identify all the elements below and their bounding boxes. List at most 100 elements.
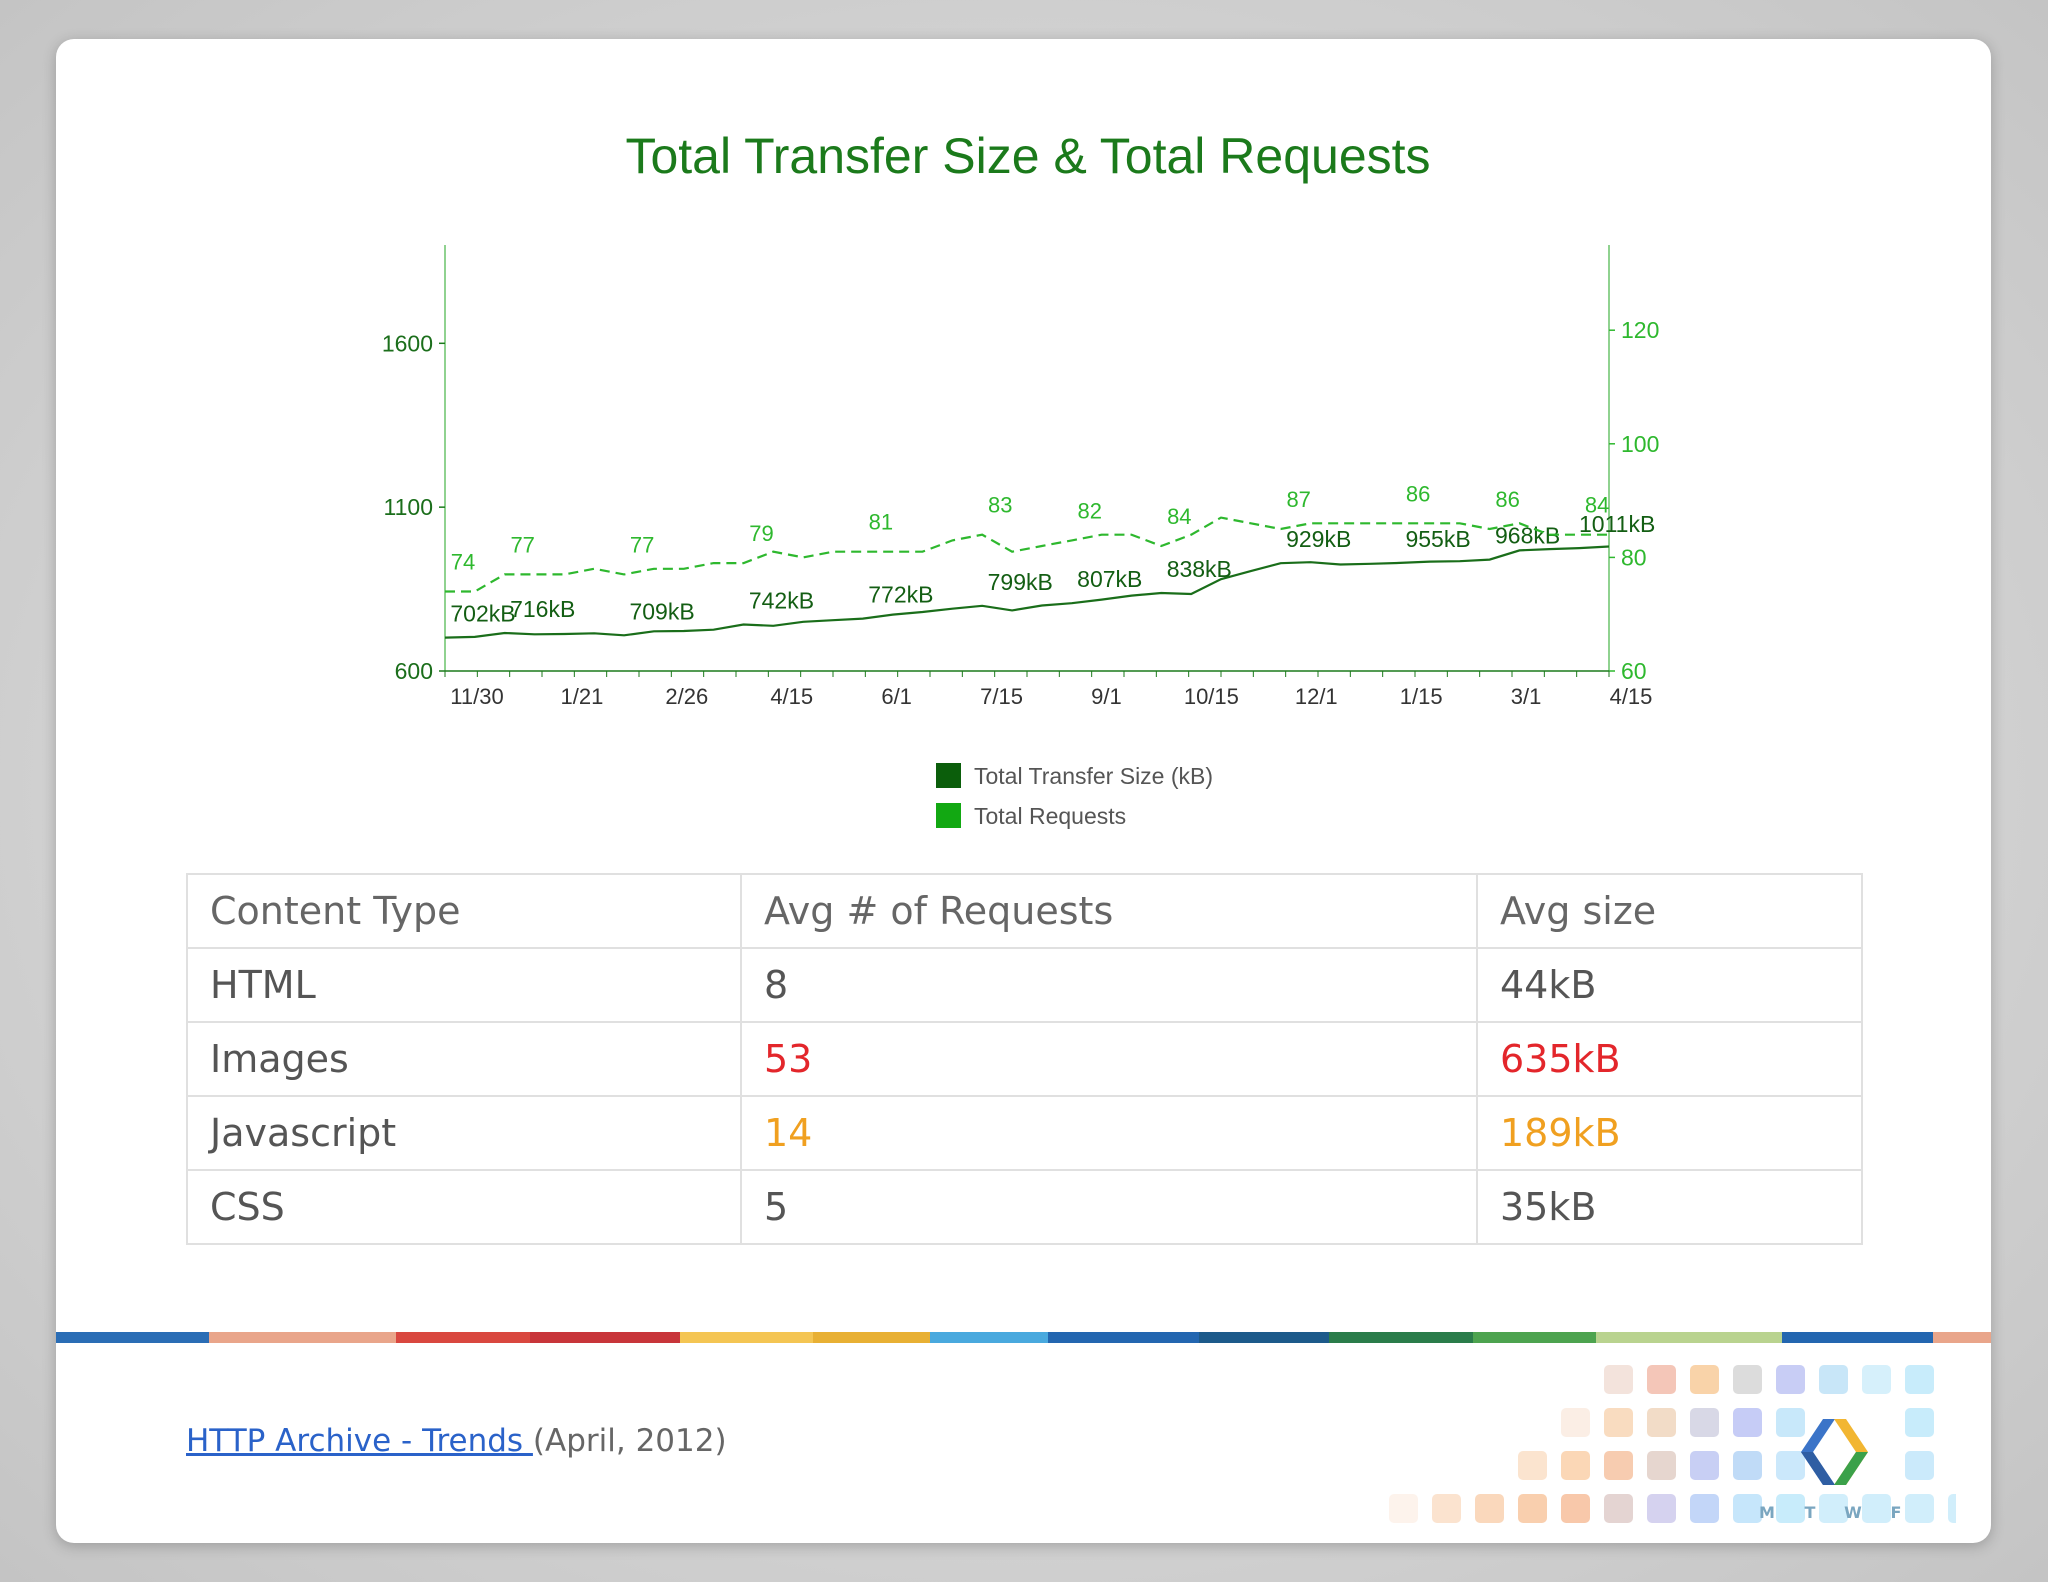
content-type-table: Content Type Avg # of Requests Avg size … xyxy=(186,873,1863,1245)
requests-data-label: 86 xyxy=(1495,487,1519,512)
legend-swatch xyxy=(936,803,961,828)
x-tick-label: 10/15 xyxy=(1184,684,1239,709)
logo-grid-tile xyxy=(1389,1494,1418,1523)
requests-data-label: 77 xyxy=(630,532,654,557)
cell-avg-size: 35kB xyxy=(1476,1169,1863,1245)
http-archive-trends-link[interactable]: HTTP Archive - Trends xyxy=(186,1423,533,1459)
legend-label: Total Requests xyxy=(974,803,1126,829)
x-tick-label: 9/1 xyxy=(1091,684,1122,709)
logo-grid-tile xyxy=(1776,1408,1805,1437)
logo-grid-tile xyxy=(1905,1494,1934,1523)
decorative-color-bar xyxy=(56,1332,1991,1343)
color-bar-segment xyxy=(1329,1332,1473,1343)
x-tick-label: 2/26 xyxy=(665,684,708,709)
x-tick-label: 1/15 xyxy=(1400,684,1443,709)
logo-grid-tile xyxy=(1733,1451,1762,1480)
logo-grid-tile xyxy=(1776,1451,1805,1480)
cell-content-type: Images xyxy=(186,1021,742,1097)
transfer-size-data-label: 716kB xyxy=(510,596,575,622)
left-y-tick-label: 600 xyxy=(395,658,433,684)
logo-grid-tile xyxy=(1561,1494,1590,1523)
right-y-tick-label: 60 xyxy=(1621,658,1647,684)
requests-data-label: 81 xyxy=(869,510,893,535)
logo-grid-tile xyxy=(1647,1365,1676,1394)
cell-avg-requests: 8 xyxy=(740,947,1478,1023)
transfer-size-data-label: 1011kB xyxy=(1579,511,1655,537)
color-bar-segment xyxy=(396,1332,530,1343)
right-y-tick-label: 120 xyxy=(1621,317,1659,343)
cell-avg-requests: 5 xyxy=(740,1169,1478,1245)
header-avg-requests: Avg # of Requests xyxy=(740,873,1478,949)
table-row: HTML 8 44kB xyxy=(186,947,1863,1023)
logo-day-label: M xyxy=(1759,1503,1775,1522)
logo-grid-tile xyxy=(1733,1494,1762,1523)
logo-grid-tile xyxy=(1690,1494,1719,1523)
logo-grid-tile xyxy=(1819,1365,1848,1394)
transfer-requests-chart: Total Transfer Size & Total Requests 600… xyxy=(382,128,1660,829)
logo-grid-tile xyxy=(1604,1365,1633,1394)
transfer-size-data-label: 702kB xyxy=(450,601,515,627)
header-content-type: Content Type xyxy=(186,873,742,949)
logo-grid-tile xyxy=(1905,1365,1934,1394)
requests-line xyxy=(445,516,1609,593)
logo-grid-tile xyxy=(1518,1494,1547,1523)
transfer-size-data-label: 709kB xyxy=(629,598,694,624)
logo-grid-tile xyxy=(1690,1408,1719,1437)
color-bar-segment xyxy=(1048,1332,1199,1343)
requests-data-label: 82 xyxy=(1078,498,1102,523)
logo-grid-tile xyxy=(1733,1408,1762,1437)
logo-grid-tile xyxy=(1905,1451,1934,1480)
color-bar-segment xyxy=(1473,1332,1596,1343)
requests-data-label: 74 xyxy=(451,549,475,574)
chevron-right-shade xyxy=(1834,1452,1868,1485)
logo-grid-tile xyxy=(1776,1365,1805,1394)
color-bar-segment xyxy=(1596,1332,1782,1343)
color-bar-segment xyxy=(530,1332,680,1343)
requests-data-label: 87 xyxy=(1286,487,1310,512)
transfer-size-data-label: 955kB xyxy=(1405,526,1470,552)
color-bar-segment xyxy=(813,1332,930,1343)
transfer-size-data-label: 838kB xyxy=(1167,556,1232,582)
x-tick-label: 4/15 xyxy=(1610,684,1653,709)
x-tick-label: 12/1 xyxy=(1295,684,1338,709)
footer-source: HTTP Archive - Trends (April, 2012) xyxy=(186,1423,727,1459)
logo-grid-tile xyxy=(1561,1408,1590,1437)
logo-grid-tile xyxy=(1647,1408,1676,1437)
table-row: CSS 5 35kB xyxy=(186,1169,1863,1245)
logo-grid-tile xyxy=(1733,1365,1762,1394)
logo-day-label: W xyxy=(1844,1503,1862,1522)
requests-data-label: 79 xyxy=(749,521,773,546)
cell-avg-requests: 53 xyxy=(740,1021,1478,1097)
cell-content-type: CSS xyxy=(186,1169,742,1245)
logo-grid-tile xyxy=(1776,1494,1805,1523)
logo-grid-tile xyxy=(1561,1451,1590,1480)
slide: Total Transfer Size & Total Requests 600… xyxy=(56,39,1991,1543)
transfer-size-data-label: 807kB xyxy=(1077,566,1142,592)
logo-grid-tile xyxy=(1475,1494,1504,1523)
logo-grid-tile xyxy=(1647,1494,1676,1523)
cell-avg-size: 44kB xyxy=(1476,947,1863,1023)
logo-grid-tile xyxy=(1948,1494,1956,1523)
cell-avg-size: 189kB xyxy=(1476,1095,1863,1171)
requests-data-label: 83 xyxy=(988,493,1012,518)
logo-grid-tile xyxy=(1690,1451,1719,1480)
x-tick-label: 7/15 xyxy=(980,684,1023,709)
color-bar-segment xyxy=(1933,1332,1991,1343)
logo-grid-tile xyxy=(1905,1408,1934,1437)
table-row: Images 53 635kB xyxy=(186,1021,1863,1097)
logo-grid-tile xyxy=(1432,1494,1461,1523)
transfer-size-data-label: 742kB xyxy=(749,587,814,613)
logo-grid-tile xyxy=(1690,1365,1719,1394)
logo-grid-tile xyxy=(1862,1365,1891,1394)
transfer-size-data-label: 772kB xyxy=(868,582,933,608)
logo-grid-tile xyxy=(1604,1451,1633,1480)
chart-title: Total Transfer Size & Total Requests xyxy=(625,128,1430,184)
right-y-tick-label: 100 xyxy=(1621,431,1659,457)
chevron-left-shade xyxy=(1801,1452,1835,1485)
logo-day-label: T xyxy=(1805,1503,1816,1522)
logo-grid-tile xyxy=(1862,1494,1891,1523)
transfer-size-line xyxy=(444,545,1610,639)
logo-day-label: F xyxy=(1891,1503,1902,1522)
left-y-tick-label: 1600 xyxy=(382,330,433,356)
x-tick-label: 6/1 xyxy=(881,684,912,709)
